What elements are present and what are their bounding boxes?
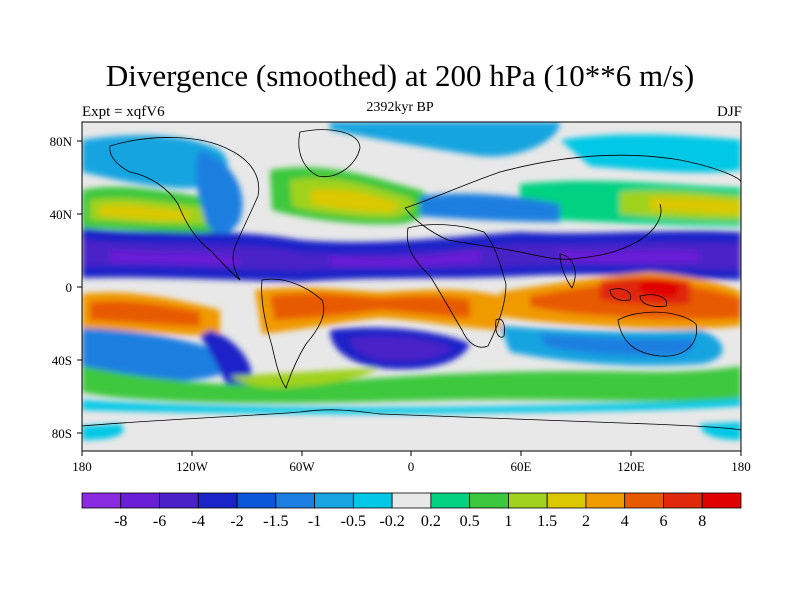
time-label: 2392kyr BP (366, 100, 434, 115)
lon-label-120w: 120W (176, 459, 209, 474)
colorbar-swatch (546, 492, 587, 509)
lat-label-40n: 40N (50, 207, 73, 222)
colorbar-label: -1 (308, 513, 321, 530)
lon-label-180e: 180 (731, 459, 751, 474)
lon-label-180w: 180 (72, 459, 92, 474)
lat-label-0: 0 (66, 280, 73, 295)
colorbar: -8 -6 -4 -2 -1.5 -1 -0.5 -0.2 0.2 0.5 1 1.5 2 4 6 8 (81, 492, 742, 530)
colorbar-label: -0.5 (341, 513, 366, 530)
colorbar-swatch (120, 492, 160, 509)
coastlines (82, 129, 741, 431)
colorbar-label: 6 (659, 513, 667, 530)
lon-label-60w: 60W (289, 459, 315, 474)
colorbar-label: -0.2 (379, 513, 404, 530)
lat-axis: 80N 40N 0 40S 80S (50, 134, 82, 441)
colorbar-swatch (275, 492, 315, 509)
divergence-field (82, 122, 741, 451)
colorbar-label: 1.5 (537, 513, 557, 530)
colorbar-swatch (197, 492, 238, 509)
colorbar-label: -1.5 (263, 513, 288, 530)
colorbar-label: -2 (230, 513, 243, 530)
colorbar-label: 1 (504, 513, 512, 530)
colorbar-swatch (624, 492, 664, 509)
colorbar-swatch (430, 492, 471, 509)
lon-label-0: 0 (408, 459, 415, 474)
lat-label-40s: 40S (52, 353, 72, 368)
colorbar-label: -4 (192, 513, 205, 530)
colorbar-swatch (663, 492, 703, 509)
colorbar-swatch (391, 492, 432, 509)
lon-label-120e: 120E (617, 459, 645, 474)
colorbar-label: -6 (153, 513, 166, 530)
experiment-label: Expt = xqfV6 (82, 104, 165, 120)
colorbar-swatch (508, 492, 548, 509)
lon-axis: 180 120W 60W 0 60E 120E 180 (72, 451, 751, 474)
colorbar-label: 2 (582, 513, 590, 530)
plot-title: Divergence (smoothed) at 200 hPa (10**6 … (105, 58, 695, 93)
colorbar-swatch (159, 492, 199, 509)
colorbar-swatch (314, 492, 354, 509)
colorbar-label: -8 (114, 513, 127, 530)
colorbar-swatch (81, 492, 122, 509)
colorbar-swatch (469, 492, 509, 509)
lat-label-80n: 80N (50, 134, 73, 149)
colorbar-swatch (236, 492, 277, 509)
colorbar-swatch (585, 492, 626, 509)
colorbar-swatch (701, 492, 742, 509)
colorbar-swatch (352, 492, 393, 509)
season-label: DJF (716, 104, 742, 120)
lon-label-60e: 60E (511, 459, 532, 474)
colorbar-label: 0.5 (460, 513, 480, 530)
lat-label-80s: 80S (52, 426, 72, 441)
colorbar-label: 8 (698, 513, 706, 530)
colorbar-label: 4 (621, 513, 629, 530)
colorbar-label: 0.2 (421, 513, 441, 530)
